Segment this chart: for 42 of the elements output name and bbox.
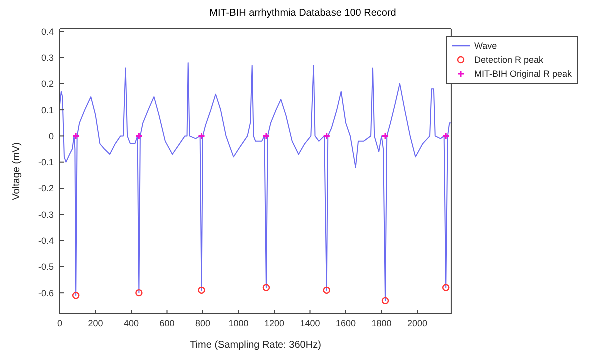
point — [382, 132, 390, 140]
x-tick-label: 1200 — [264, 318, 285, 328]
point — [136, 289, 143, 297]
point — [323, 286, 330, 294]
x-tick-label: 400 — [124, 318, 140, 328]
legend-label: Detection R peak — [474, 54, 544, 67]
y-tick-label: -0.1 — [38, 158, 54, 168]
y-tick-label: -0.6 — [38, 288, 54, 298]
y-axis-title: Voltage (mV) — [12, 142, 23, 200]
x-tick-label: 200 — [88, 318, 104, 328]
y-tick-label: 0 — [48, 131, 54, 142]
x-axis-title: Time (Sampling Rate: 360Hz) — [190, 340, 322, 351]
point — [135, 132, 143, 140]
legend-label: Wave — [474, 40, 498, 53]
point — [262, 132, 270, 140]
x-tick-label: 1800 — [372, 318, 392, 328]
x-tick-label: 0 — [57, 318, 63, 328]
point — [72, 132, 80, 140]
x-tick-label: 2000 — [407, 318, 428, 328]
x-tick-label: 1400 — [300, 318, 320, 328]
y-tick-label: -0.5 — [38, 262, 54, 272]
point — [442, 284, 450, 292]
point — [198, 286, 206, 294]
y-tick-label: 0.2 — [41, 79, 54, 90]
point — [262, 284, 270, 292]
point — [442, 132, 450, 140]
y-tick-label: 0.4 — [41, 26, 54, 37]
y-tick-label: -0.4 — [38, 236, 54, 246]
point — [323, 132, 331, 140]
y-tick-label: -0.2 — [38, 184, 54, 194]
x-tick-label: 1600 — [336, 318, 356, 328]
point — [382, 297, 390, 305]
legend-label: MIT-BIH Original R peak — [474, 68, 572, 81]
chart-title: MIT-BIH arrhythmia Database 100 Record — [208, 8, 398, 21]
y-tick-label: 0.3 — [41, 52, 54, 63]
x-tick-label: 800 — [195, 318, 211, 328]
y-tick-label: -0.3 — [38, 210, 54, 220]
x-tick-label: 1000 — [228, 318, 249, 328]
point — [72, 292, 80, 300]
x-tick-label: 600 — [160, 318, 175, 328]
y-tick-label: 0.1 — [41, 105, 54, 116]
point — [198, 132, 206, 140]
